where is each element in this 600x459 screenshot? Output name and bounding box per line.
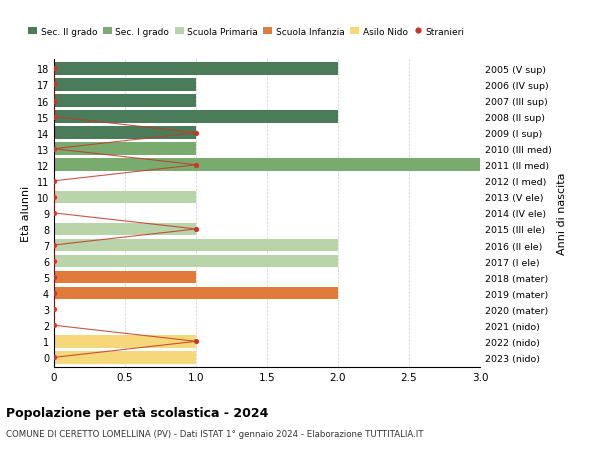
Bar bbox=[54, 143, 196, 156]
Bar bbox=[54, 336, 196, 348]
Bar bbox=[54, 111, 338, 123]
Bar bbox=[54, 95, 196, 107]
Bar bbox=[54, 79, 196, 91]
Point bbox=[191, 338, 201, 345]
Text: COMUNE DI CERETTO LOMELLINA (PV) - Dati ISTAT 1° gennaio 2024 - Elaborazione TUT: COMUNE DI CERETTO LOMELLINA (PV) - Dati … bbox=[6, 429, 424, 438]
Point bbox=[49, 178, 59, 185]
Point bbox=[49, 146, 59, 153]
Legend: Sec. II grado, Sec. I grado, Scuola Primaria, Scuola Infanzia, Asilo Nido, Stran: Sec. II grado, Sec. I grado, Scuola Prim… bbox=[25, 24, 469, 40]
Bar bbox=[54, 255, 338, 268]
Y-axis label: Età alunni: Età alunni bbox=[21, 185, 31, 241]
Point bbox=[49, 194, 59, 201]
Point bbox=[49, 82, 59, 89]
Point bbox=[191, 130, 201, 137]
Bar bbox=[54, 191, 196, 204]
Point bbox=[191, 226, 201, 233]
Point bbox=[49, 322, 59, 329]
Bar bbox=[54, 271, 196, 284]
Point bbox=[49, 98, 59, 105]
Point bbox=[49, 258, 59, 265]
Bar bbox=[54, 159, 480, 172]
Bar bbox=[54, 127, 196, 140]
Bar bbox=[54, 223, 196, 236]
Text: Popolazione per età scolastica - 2024: Popolazione per età scolastica - 2024 bbox=[6, 406, 268, 419]
Bar bbox=[54, 287, 338, 300]
Point bbox=[49, 306, 59, 313]
Bar bbox=[54, 239, 338, 252]
Point bbox=[49, 290, 59, 297]
Point bbox=[49, 114, 59, 121]
Point bbox=[49, 210, 59, 217]
Point bbox=[49, 274, 59, 281]
Point bbox=[191, 162, 201, 169]
Point bbox=[49, 66, 59, 73]
Y-axis label: Anni di nascita: Anni di nascita bbox=[557, 172, 567, 255]
Point bbox=[49, 242, 59, 249]
Bar bbox=[54, 351, 196, 364]
Bar bbox=[54, 63, 338, 76]
Point bbox=[49, 354, 59, 361]
